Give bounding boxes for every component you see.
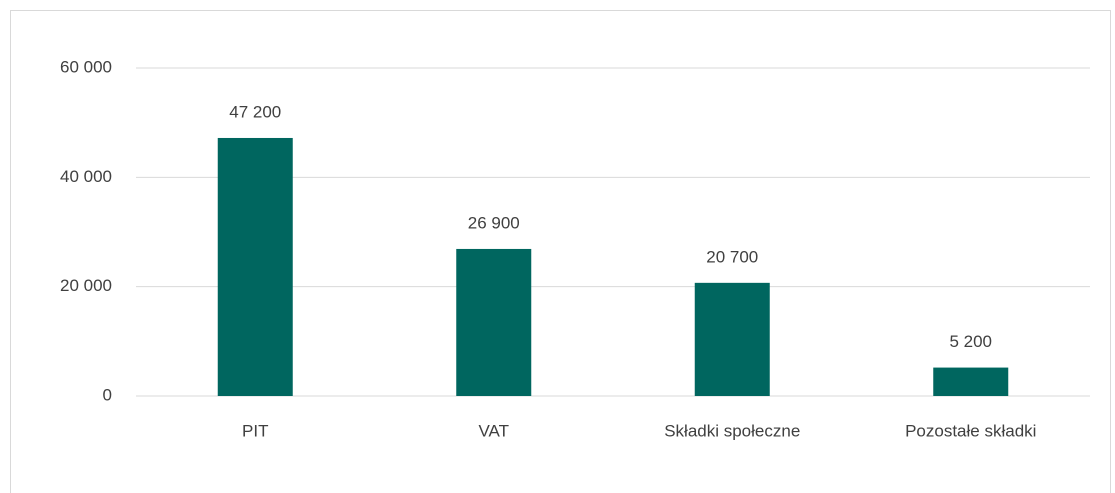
bar xyxy=(694,282,770,396)
y-tick-label: 60 000 xyxy=(60,57,112,76)
data-label: 47 200 xyxy=(229,102,281,121)
data-label: 20 700 xyxy=(706,247,758,266)
bar xyxy=(456,248,532,396)
data-label: 5 200 xyxy=(949,332,992,351)
x-tick-label: Pozostałe składki xyxy=(905,421,1036,440)
x-tick-label: VAT xyxy=(478,421,509,440)
bar xyxy=(217,137,293,396)
chart-border xyxy=(10,10,1111,493)
y-tick-label: 40 000 xyxy=(60,167,112,186)
bar xyxy=(933,367,1009,396)
data-label: 26 900 xyxy=(468,213,520,232)
y-tick-label: 20 000 xyxy=(60,276,112,295)
x-tick-label: PIT xyxy=(242,421,268,440)
x-tick-label: Składki społeczne xyxy=(664,421,800,440)
y-tick-label: 0 xyxy=(103,385,112,404)
